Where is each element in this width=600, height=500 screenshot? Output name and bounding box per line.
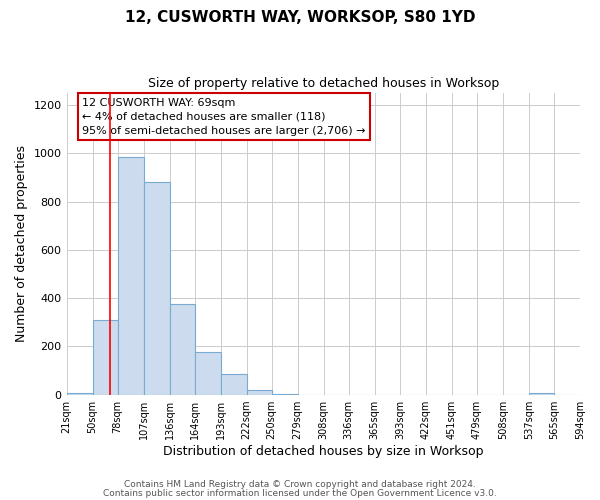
Title: Size of property relative to detached houses in Worksop: Size of property relative to detached ho… <box>148 78 499 90</box>
Bar <box>194 352 221 395</box>
Text: Contains HM Land Registry data © Crown copyright and database right 2024.: Contains HM Land Registry data © Crown c… <box>124 480 476 489</box>
Bar <box>247 390 272 394</box>
Bar <box>118 157 143 394</box>
X-axis label: Distribution of detached houses by size in Worksop: Distribution of detached houses by size … <box>163 444 484 458</box>
Text: Contains public sector information licensed under the Open Government Licence v3: Contains public sector information licen… <box>103 489 497 498</box>
Bar <box>170 304 194 394</box>
Bar <box>92 320 118 394</box>
Y-axis label: Number of detached properties: Number of detached properties <box>15 146 28 342</box>
Text: 12 CUSWORTH WAY: 69sqm
← 4% of detached houses are smaller (118)
95% of semi-det: 12 CUSWORTH WAY: 69sqm ← 4% of detached … <box>82 98 365 136</box>
Text: 12, CUSWORTH WAY, WORKSOP, S80 1YD: 12, CUSWORTH WAY, WORKSOP, S80 1YD <box>125 10 475 25</box>
Bar <box>221 374 247 394</box>
Bar <box>143 182 170 394</box>
